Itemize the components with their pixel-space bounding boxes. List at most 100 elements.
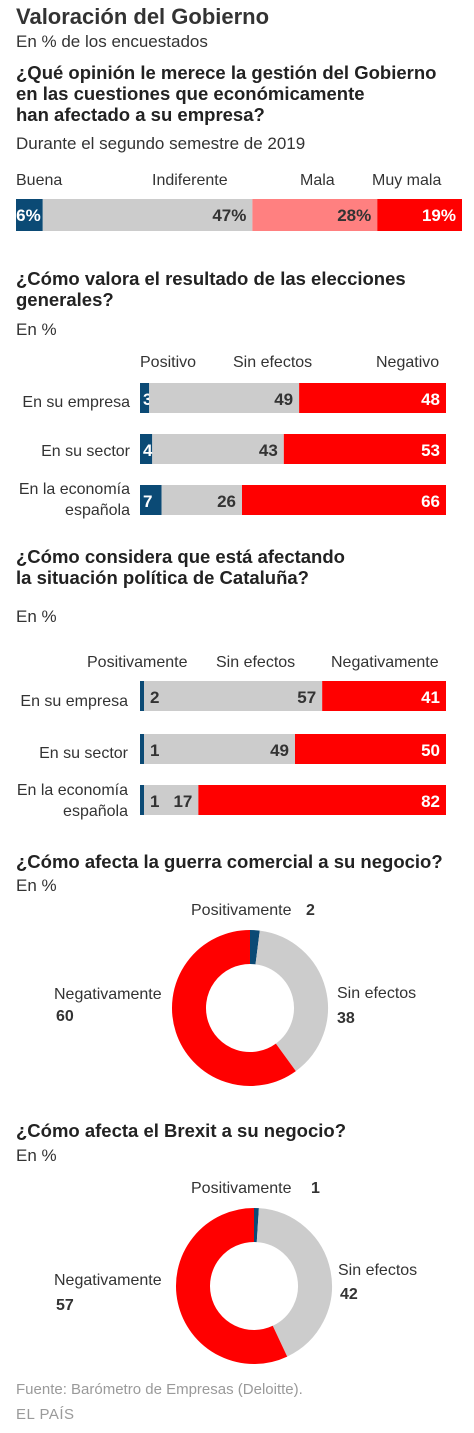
chart3-bar-segment [144,734,295,764]
chart2-bar-label: 66 [421,492,440,511]
chart1-subtitle: Durante el segundo semestre de 2019 [16,134,306,153]
chart2-bar-segment [299,383,446,413]
chart2-bar-label: 26 [217,492,236,511]
chart3-bar-label: 2 [150,688,159,707]
source-note: Fuente: Barómetro de Empresas (Deloitte)… [16,1381,303,1398]
chart2-row-label-line: española [65,502,130,519]
chart3-bar-label: 1 [150,741,159,760]
chart4-label-positivamente: Positivamente [191,902,292,919]
chart3-legend-negativamente: Negativamente [331,654,439,671]
chart5-label-negativamente: Negativamente [54,1272,162,1289]
chart3-row-label-line: española [63,803,128,820]
chart3-legend-sin-efectos: Sin efectos [216,654,296,671]
chart3-bar-segment [140,681,144,711]
chart4-unit: En % [16,876,57,895]
chart2-bar-label: 7 [143,492,152,511]
chart5-title: ¿Cómo afecta el Brexit a su negocio? [16,1120,346,1141]
chart5-donut-slice [176,1208,288,1364]
chart2-bar-label: 4 [143,441,153,460]
chart3-bar-segment [198,785,446,815]
chart2-bar-label: 43 [259,441,278,460]
chart2-title: ¿Cómo valora el resultado de las eleccio… [16,268,406,310]
chart1-bar-label: 28% [337,206,371,225]
chart2-bar-segment [242,485,446,515]
chart1-legend-indiferente: Indiferente [152,172,228,189]
chart3-row-label-line: En su empresa [20,693,128,710]
chart2-bar-label: 49 [274,390,293,409]
chart5-label-sin-efectos: Sin efectos [338,1262,418,1279]
chart4-donut-slice [254,930,328,1072]
chart2-row-label: En su empresa [22,392,130,413]
chart3-bar-label: 17 [173,792,192,811]
chart2-row-label: En la economía española [19,479,130,521]
chart2-bar-segment [140,485,162,515]
chart2-title-line: ¿Cómo valora el resultado de las eleccio… [16,268,406,289]
chart1-bar-segment [377,199,462,231]
chart1-bar-label: 19% [422,206,456,225]
chart1-legend-mala: Mala [300,172,335,189]
chart4-value-sin-efectos: 38 [337,1010,355,1027]
chart5-value-sin-efectos: 42 [340,1286,358,1303]
chart2-bar-segment [161,485,242,515]
chart1-title-line: han afectado a su empresa? [16,104,265,125]
chart3-bar-segment [144,681,323,711]
chart4-donut-slice [172,930,296,1086]
chart2-bar-segment [152,434,284,464]
chart1-legend-buena: Buena [16,172,63,189]
chart3-unit: En % [16,607,57,626]
chart5-value-positivamente: 1 [311,1180,320,1197]
chart2-bar-segment [140,383,150,413]
chart1-bar-segment [252,199,378,231]
chart2-bar-segment [149,383,300,413]
chart4-title: ¿Cómo afecta la guerra comercial a su ne… [16,851,443,872]
chart5-donut-slice [256,1208,332,1357]
chart2-unit: En % [16,320,57,339]
chart3-row-label-line: En la economía [16,782,128,799]
chart5-unit: En % [16,1146,57,1165]
chart2-legend-negativo: Negativo [376,354,440,371]
brand-logo: EL PAÍS [16,1406,75,1423]
chart2-row-label-line: En su empresa [22,394,130,411]
chart3-bar-label: 1 [150,792,159,811]
chart2-row-label-line: En su sector [41,443,130,460]
chart1-bar-segment [42,199,253,231]
chart4-label-sin-efectos: Sin efectos [337,985,417,1002]
chart3-row-label: En su empresa [20,691,128,712]
chart3-bar-label: 49 [270,741,289,760]
chart1-title: ¿Qué opinión le merece la gestión del Go… [16,62,436,125]
chart3-title: ¿Cómo considera que está afectando la si… [16,546,345,588]
chart3-row-label: En su sector [39,743,128,764]
chart2-legend-sin-efectos: Sin efectos [233,354,313,371]
chart1-bar-label: 47% [212,206,246,225]
chart2-bar-label: 53 [421,441,440,460]
chart2-title-line: generales? [16,289,114,310]
chart2-bar-segment [283,434,446,464]
chart1-title-line: en las cuestiones que económicamente [16,83,365,104]
chart3-title-line: ¿Cómo considera que está afectando [16,546,345,567]
chart1-title-line: ¿Qué opinión le merece la gestión del Go… [16,62,437,83]
chart3-bar-segment [295,734,446,764]
chart5-label-positivamente: Positivamente [191,1180,292,1197]
chart1-bar-segment [16,199,43,231]
chart3-bar-label: 50 [421,741,440,760]
chart2-bar-segment [140,434,153,464]
chart4-label-negativamente: Negativamente [54,986,162,1003]
chart3-row-label: En la economía española [17,780,128,822]
chart3-bar-label: 82 [421,792,440,811]
chart3-bar-segment [140,734,144,764]
page-subtitle: En % de los encuestados [16,32,208,51]
chart1-legend-muy-mala: Muy mala [372,172,442,189]
chart4-value-positivamente: 2 [306,902,315,919]
chart2-bar-label: 48 [421,390,440,409]
chart3-row-label-line: En su sector [39,745,128,762]
page-title: Valoración del Gobierno [16,4,270,29]
chart3-bar-segment [144,785,199,815]
chart3-bar-label: 41 [421,688,440,707]
chart5-value-negativamente: 57 [56,1297,74,1314]
chart3-bar-segment [140,785,144,815]
chart3-legend-positivamente: Positivamente [87,654,188,671]
chart3-bar-label: 57 [297,688,316,707]
chart1-bar-label: 6% [16,206,41,225]
chart4-value-negativamente: 60 [56,1008,74,1025]
